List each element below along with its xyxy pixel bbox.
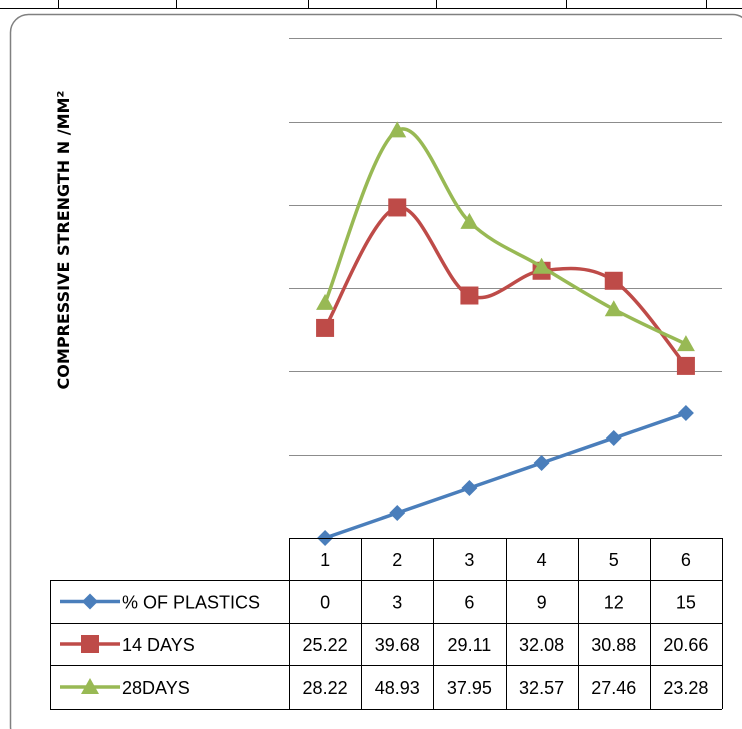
- data-point: [388, 198, 407, 217]
- data-point: [604, 271, 623, 290]
- data-point: [460, 212, 479, 229]
- data-label: 39.68: [375, 635, 420, 655]
- legend-marker: [81, 635, 99, 653]
- data-label: 48.93: [375, 678, 420, 698]
- data-label: 28.22: [303, 678, 348, 698]
- data-label: 29.11: [448, 635, 492, 655]
- category-tick-label: 1: [320, 550, 330, 570]
- series-line: [323, 205, 688, 368]
- data-point: [676, 335, 695, 352]
- data-point: [676, 356, 695, 375]
- data-point: [460, 286, 479, 305]
- data-point: [677, 405, 694, 422]
- data-label: 32.57: [519, 678, 564, 698]
- y-axis-title: COMPRESSIVE STRENGTH N /MM²: [54, 91, 73, 390]
- legend-entry: % OF PLASTICS: [60, 593, 260, 613]
- category-tick-label: 5: [609, 550, 619, 570]
- legend-label: 28DAYS: [122, 678, 190, 698]
- data-label: 15: [676, 593, 696, 613]
- legend-entry: 28DAYS: [60, 678, 190, 698]
- data-label: 25.22: [303, 635, 348, 655]
- data-label: 23.28: [663, 678, 708, 698]
- legend-marker: [81, 678, 99, 694]
- data-label: 30.88: [591, 635, 636, 655]
- top-table-fragment: [0, 0, 742, 9]
- series-line: [323, 127, 687, 346]
- category-tick-label: 6: [681, 550, 691, 570]
- data-label: 9: [537, 593, 547, 613]
- data-point: [316, 318, 335, 337]
- series-line: [324, 411, 687, 540]
- data-label: 0: [320, 593, 330, 613]
- data-point: [604, 300, 623, 317]
- data-label: 27.46: [591, 678, 636, 698]
- data-point: [388, 121, 407, 138]
- data-point: [316, 293, 335, 310]
- data-label: 6: [464, 593, 474, 613]
- series-1: [317, 405, 694, 546]
- category-tick-label: 2: [392, 550, 402, 570]
- data-label: 32.08: [519, 635, 564, 655]
- legend-label: % OF PLASTICS: [122, 593, 260, 613]
- data-point: [533, 455, 550, 472]
- category-tick-label: 3: [464, 550, 474, 570]
- data-point: [461, 480, 478, 497]
- data-label: 20.66: [663, 635, 708, 655]
- data-point: [532, 257, 551, 274]
- data-point: [605, 430, 622, 447]
- data-point: [389, 505, 406, 522]
- data-label: 37.95: [447, 678, 492, 698]
- data-label: 3: [392, 593, 402, 613]
- data-label: 12: [604, 593, 624, 613]
- series-3: [316, 121, 695, 352]
- legend-label: 14 DAYS: [122, 635, 195, 655]
- data-table-grid: [50, 538, 723, 710]
- chart-border: [9, 13, 742, 729]
- legend-marker: [82, 593, 98, 610]
- series-2: [316, 198, 695, 375]
- legend-entry: 14 DAYS: [60, 635, 195, 655]
- category-tick-label: 4: [537, 550, 547, 570]
